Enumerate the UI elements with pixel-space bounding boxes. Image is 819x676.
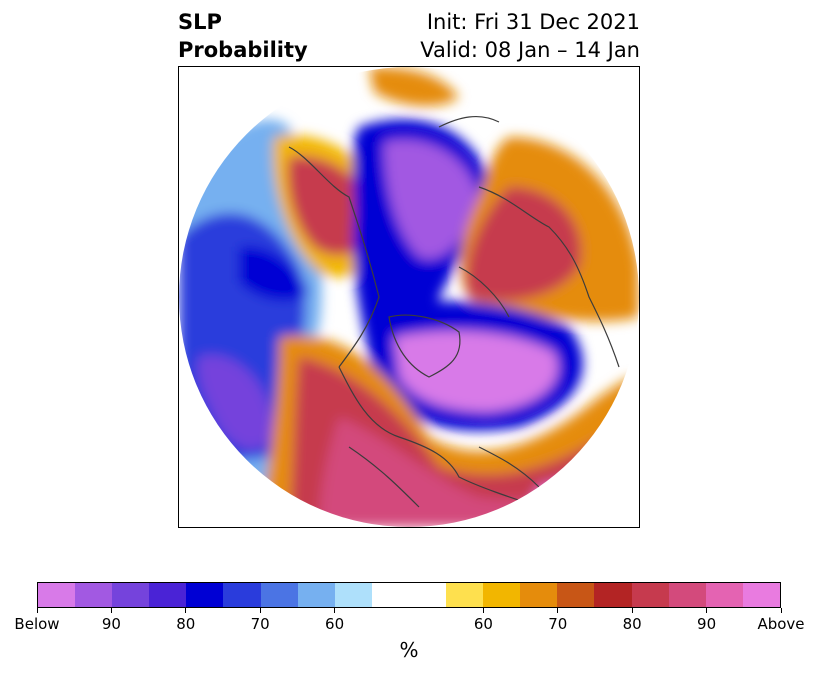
colorbar-segment	[408, 583, 447, 607]
colorbar-tick-label: 90	[697, 615, 717, 633]
colorbar-tick-label: 60	[325, 615, 345, 633]
colorbar-segment	[371, 583, 409, 607]
colorbar-tick-label: 90	[101, 615, 121, 633]
colorbar-tick	[185, 608, 187, 613]
colorbar-tick-label: Above	[757, 615, 805, 633]
colorbar-tick-label: 80	[176, 615, 196, 633]
colorbar-segment	[446, 583, 484, 607]
pacific-purple-core	[197, 355, 274, 450]
probability-field	[179, 67, 639, 527]
colorbar-tick	[631, 608, 633, 613]
plot-title-left: SLP Probability	[178, 8, 308, 64]
colorbar-segment	[594, 583, 632, 607]
colorbar-segment	[186, 583, 224, 607]
title-type: Probability	[178, 38, 308, 62]
colorbar-tick	[259, 608, 261, 613]
colorbar-segment	[75, 583, 113, 607]
colorbar-tick-label: 70	[250, 615, 270, 633]
colorbar-segment	[668, 583, 706, 607]
colorbar-tick	[334, 608, 336, 613]
polar-orange	[369, 67, 459, 107]
polar-map	[179, 67, 639, 527]
colorbar-tick-label: Below	[14, 615, 60, 633]
colorbar-segment	[742, 583, 780, 607]
coastlines	[288, 116, 620, 508]
map-panel	[178, 66, 640, 528]
colorbar	[37, 582, 781, 608]
colorbar-segment	[557, 583, 595, 607]
init-date: Init: Fri 31 Dec 2021	[426, 10, 640, 34]
colorbar-tick-label: 70	[548, 615, 568, 633]
colorbar-segment	[334, 583, 372, 607]
colorbar-segment	[260, 583, 298, 607]
colorbar-segment	[149, 583, 187, 607]
colorbar-segment	[112, 583, 150, 607]
colorbar-segment	[705, 583, 743, 607]
colorbar-segment	[38, 583, 76, 607]
colorbar-tick	[110, 608, 112, 613]
colorbar-tick	[36, 608, 38, 613]
atlantic-violet	[394, 330, 558, 412]
title-variable: SLP	[178, 10, 222, 34]
colorbar-tick	[557, 608, 559, 613]
colorbar-segment	[520, 583, 558, 607]
colorbar-tick-label: 60	[473, 615, 493, 633]
colorbar-tick-label: 80	[622, 615, 642, 633]
colorbar-segment	[631, 583, 669, 607]
colorbar-segment	[483, 583, 521, 607]
colorbar-segment	[297, 583, 335, 607]
siberia-red	[466, 187, 581, 301]
alaska-red	[287, 156, 374, 256]
bering-blue-core	[239, 246, 309, 301]
colorbar-unit: %	[399, 638, 419, 662]
colorbar-tick	[780, 608, 782, 613]
plot-title-right: Init: Fri 31 Dec 2021 Valid: 08 Jan – 14…	[420, 8, 640, 64]
valid-range: Valid: 08 Jan – 14 Jan	[420, 38, 640, 62]
arctic-purple	[384, 139, 479, 260]
colorbar-tick	[482, 608, 484, 613]
colorbar-tick	[706, 608, 708, 613]
colorbar-segment	[223, 583, 261, 607]
